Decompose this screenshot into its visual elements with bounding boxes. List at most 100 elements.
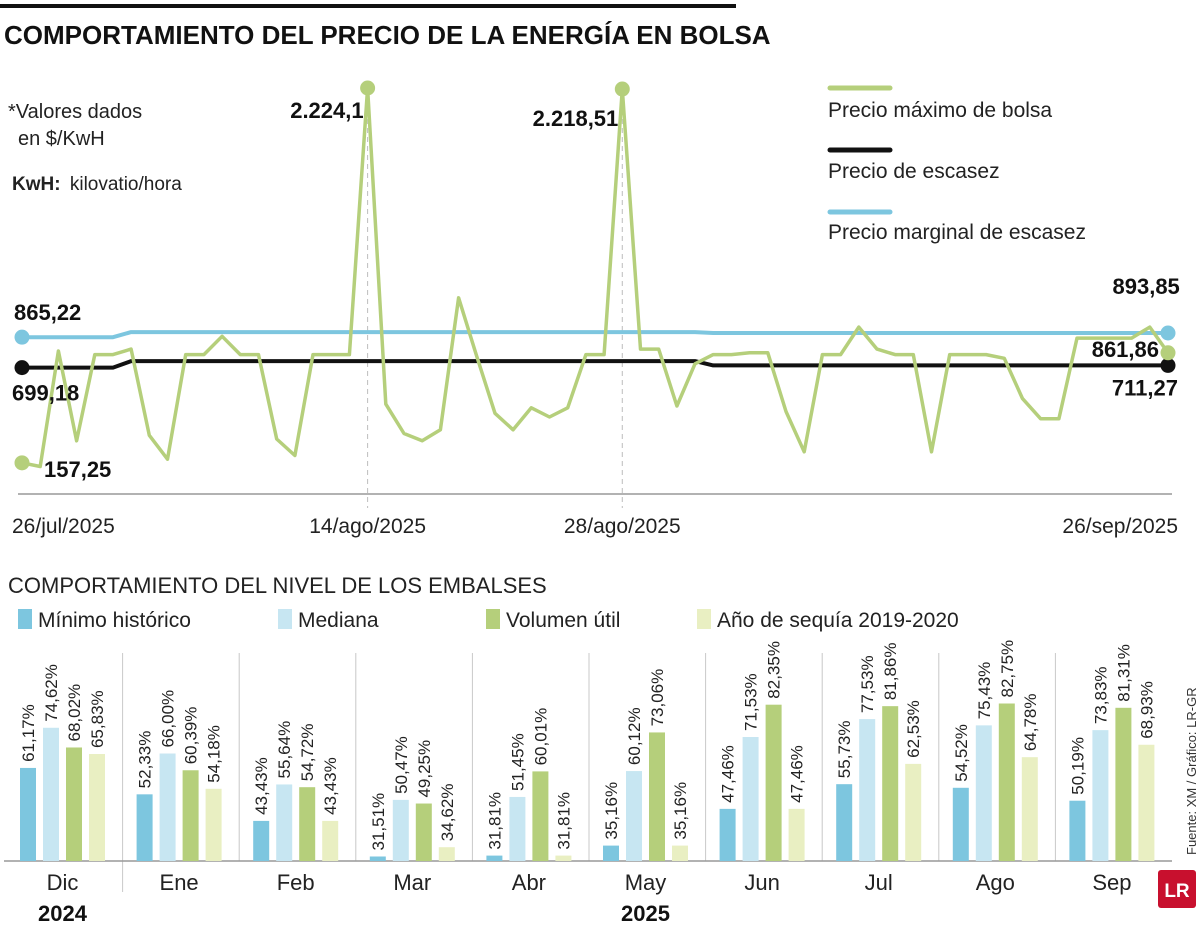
bar-value-label: 50,19% — [1068, 737, 1087, 795]
value-label: 865,22 — [14, 300, 81, 325]
bar-value-label: 55,64% — [275, 721, 294, 779]
bar-ano-de-sequia-2019-2020 — [672, 845, 688, 861]
bar-mediana — [159, 753, 176, 861]
bar-value-label: 43,43% — [321, 757, 340, 815]
line-x-ticks: 26/jul/2025 14/ago/2025 28/ago/2025 26/sep/… — [12, 515, 1178, 538]
month-label: Ago — [976, 870, 1015, 895]
bar-mediana — [1092, 730, 1109, 861]
bar-mediana — [276, 784, 293, 861]
year-labels: 2024 2025 — [38, 901, 670, 926]
bar-minimo-historico — [603, 845, 619, 861]
bar-value-label: 75,43% — [975, 662, 994, 720]
units-def: kilovatio/hora — [70, 174, 182, 195]
series-line-precio-maximo-de-bolsa — [20, 86, 1170, 469]
bar-value-label: 31,51% — [369, 793, 388, 851]
bar-minimo-historico — [20, 767, 36, 861]
year-label: 2025 — [621, 901, 670, 926]
bar-value-label: 52,33% — [136, 731, 155, 789]
bar-value-label: 77,53% — [858, 655, 877, 713]
bar-value-label: 74,62% — [42, 664, 61, 722]
value-label: 711,27 — [1112, 375, 1178, 400]
bar-value-label: 50,47% — [392, 736, 411, 794]
bar-minimo-historico — [253, 820, 270, 861]
units-note-line: *Valores dados — [8, 101, 142, 123]
series-point-precio-marginal-de-escasez — [1160, 325, 1176, 341]
x-tick-label: 26/sep/2025 — [1062, 515, 1178, 538]
bar-value-label: 64,78% — [1021, 693, 1040, 751]
bar-ano-de-sequia-2019-2020 — [205, 788, 222, 861]
legend-swatch-ano-de-sequia-2019-2020 — [697, 609, 711, 629]
bar-mediana — [859, 719, 876, 861]
bar-ano-de-sequia-2019-2020 — [438, 847, 455, 861]
bar-value-label: 31,81% — [554, 792, 573, 850]
month-labels: Dic Ene Feb Mar Abr May Jun Jul Ago Sep — [47, 870, 1132, 895]
value-label: 861,86 — [1092, 337, 1159, 362]
bar-minimo-historico — [486, 855, 503, 861]
bar-ano-de-sequia-2019-2020 — [89, 754, 105, 861]
legend-label-precio-maximo: Precio máximo de bolsa — [828, 99, 1052, 122]
bar-minimo-historico — [836, 784, 853, 861]
bar-value-label: 51,45% — [508, 733, 527, 791]
legend-label-ano-de-sequia-2019-2020: Año de sequía 2019-2020 — [717, 609, 959, 632]
bar-value-label: 82,75% — [998, 640, 1017, 698]
bar-value-label: 60,39% — [182, 707, 201, 765]
units-note-line: en $/KwH — [18, 128, 105, 150]
title-top-rule — [0, 4, 736, 8]
month-label: May — [625, 870, 667, 895]
bar-value-label: 81,86% — [881, 642, 900, 700]
bar-value-label: 73,83% — [1091, 666, 1110, 724]
bar-volumen-util — [66, 747, 82, 861]
bar-minimo-historico — [1069, 800, 1086, 861]
month-label: Dic — [47, 870, 79, 895]
value-label: 699,18 — [12, 381, 79, 406]
bar-minimo-historico — [952, 787, 969, 861]
bar-value-label: 54,72% — [298, 724, 317, 782]
bar-value-label: 35,16% — [602, 782, 621, 840]
bar-value-label: 66,00% — [159, 690, 178, 748]
bar-mediana — [392, 799, 409, 861]
bar-value-label: 47,46% — [719, 745, 738, 803]
reservoir-legend: Mínimo histórico Mediana Volumen útil Año d… — [18, 609, 959, 632]
bar-minimo-historico — [136, 794, 153, 861]
bar-volumen-util — [649, 732, 665, 861]
bar-value-label: 35,16% — [671, 782, 690, 840]
bar-value-label: 31,81% — [485, 792, 504, 850]
series-point-precio-de-escasez — [14, 360, 30, 376]
bar-value-label: 61,17% — [19, 704, 38, 762]
price-chart-title: COMPORTAMIENTO DEL PRECIO DE LA ENERGÍA … — [4, 20, 771, 50]
bar-value-label: 68,02% — [65, 684, 84, 742]
value-label: 2.224,1 — [290, 98, 363, 123]
bar-minimo-historico — [369, 856, 386, 861]
bar-value-label: 68,93% — [1137, 681, 1156, 739]
month-label: Jul — [865, 870, 893, 895]
bar-mediana — [43, 727, 59, 861]
bar-value-label: 65,83% — [88, 690, 107, 748]
bar-volumen-util — [1115, 707, 1132, 861]
units-definition: KwH: kilovatio/hora — [12, 174, 182, 195]
series-point-precio-maximo-de-bolsa — [1160, 345, 1176, 361]
bar-volumen-util — [299, 787, 316, 861]
bar-ano-de-sequia-2019-2020 — [905, 763, 922, 861]
bar-value-label: 47,46% — [788, 745, 807, 803]
bar-mediana — [626, 771, 642, 861]
line-value-labels: 157,25 2.224,1 2.218,51 893,85 699,18 711,27 8… — [12, 98, 1180, 482]
bar-value-label: 60,01% — [531, 708, 550, 766]
bar-value-label: 54,18% — [205, 725, 224, 783]
bar-volumen-util — [998, 703, 1015, 861]
bar-ano-de-sequia-2019-2020 — [555, 855, 572, 861]
series-point-precio-maximo-de-bolsa — [14, 455, 30, 471]
series-line-precio-marginal-de-escasez — [20, 330, 1170, 340]
bar-ano-de-sequia-2019-2020 — [1021, 757, 1038, 861]
bar-value-label: 60,12% — [625, 707, 644, 765]
bar-value-label: 55,73% — [835, 721, 854, 779]
bar-ano-de-sequia-2019-2020 — [1138, 744, 1155, 861]
month-label: Feb — [277, 870, 315, 895]
series-point-precio-marginal-de-escasez — [14, 329, 30, 345]
value-label: 2.218,51 — [533, 106, 619, 131]
x-tick-label: 28/ago/2025 — [564, 515, 681, 538]
bar-mediana — [975, 725, 992, 861]
legend-label-precio-marginal: Precio marginal de escasez — [828, 221, 1086, 244]
legend-label-mediana: Mediana — [298, 609, 379, 632]
units-term: KwH: — [12, 174, 61, 195]
